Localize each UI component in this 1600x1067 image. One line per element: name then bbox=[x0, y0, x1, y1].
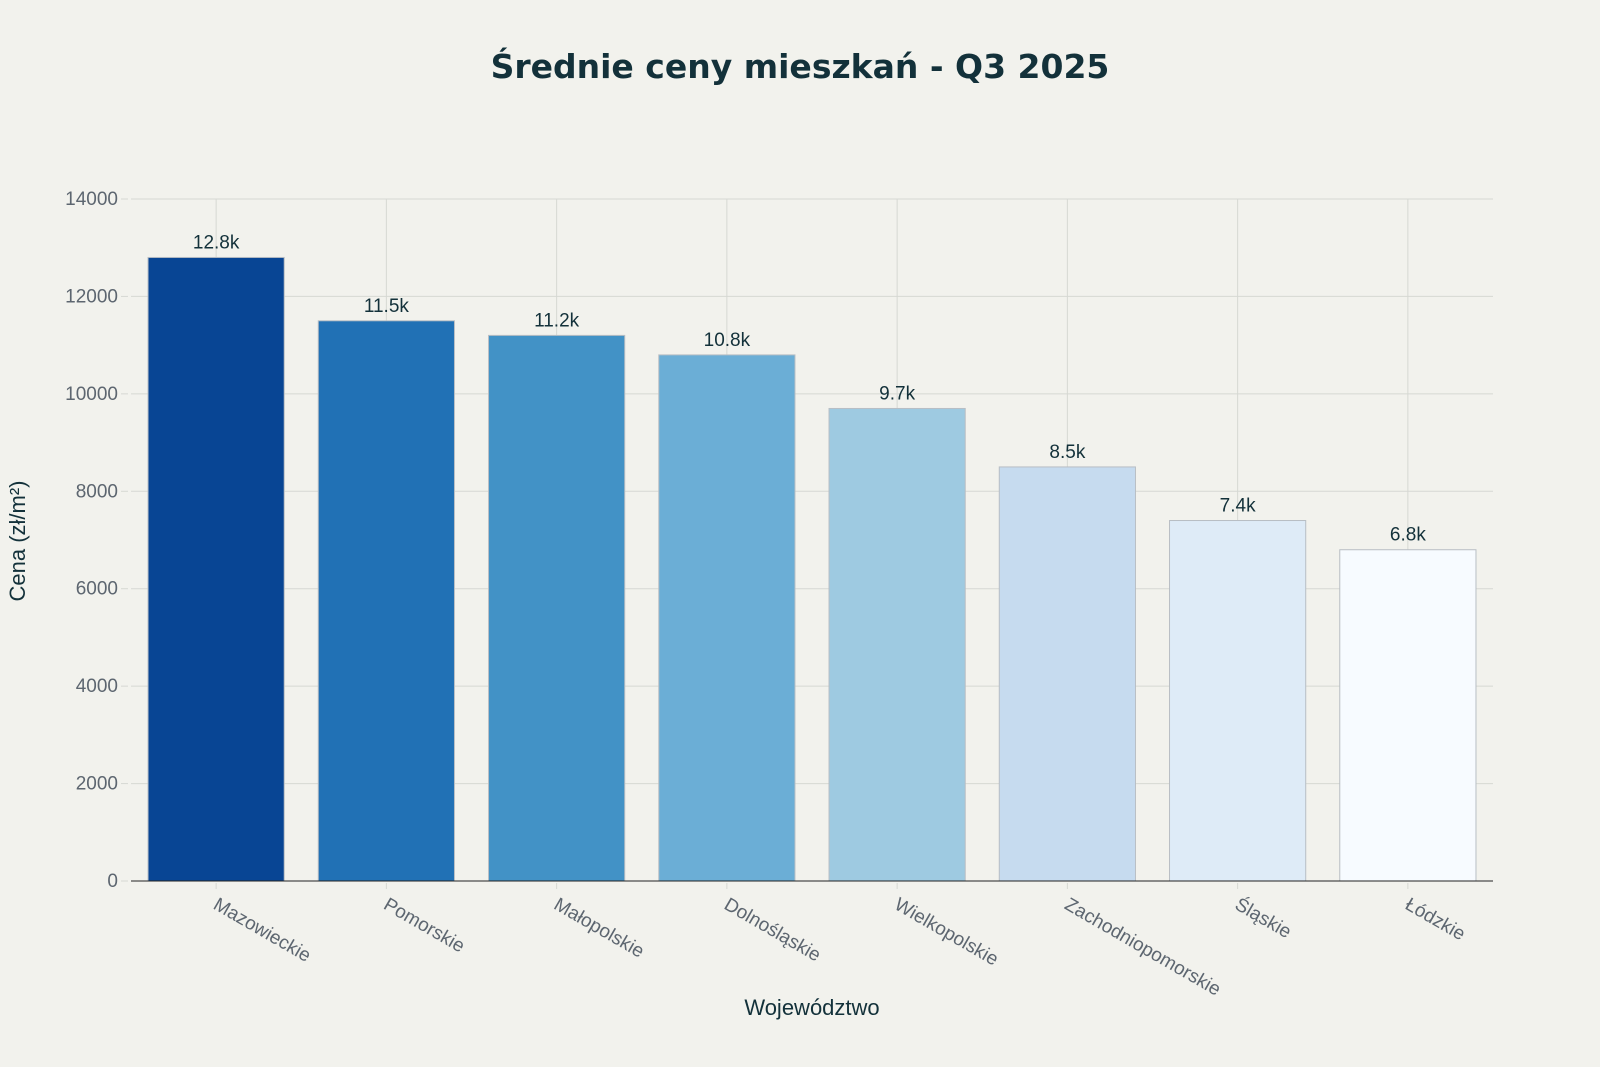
x-axis-ticks: Mazowieckie Pomorskie Małopolskie Dolnośląs… bbox=[210, 883, 1469, 1001]
data-label: 11.2k bbox=[534, 310, 580, 331]
x-tick-label: Mazowieckie bbox=[210, 894, 315, 967]
x-tick-label: Łódzkie bbox=[1401, 894, 1468, 945]
data-label: 11.5k bbox=[364, 296, 410, 317]
y-axis-ticks: 0 2000 4000 6000 8000 10000 12000 14000 bbox=[65, 189, 128, 892]
y-tick-label: 4000 bbox=[76, 676, 118, 697]
data-label: 6.8k bbox=[1390, 525, 1426, 546]
y-tick-label: 10000 bbox=[65, 384, 118, 405]
data-label: 12.8k bbox=[193, 232, 240, 253]
bar-małopolskie bbox=[488, 334, 626, 882]
x-tick-label: Pomorskie bbox=[380, 894, 468, 957]
x-axis-title: Województwo bbox=[744, 995, 879, 1020]
y-axis-title: Cena (zł/m²) bbox=[5, 480, 30, 601]
bar-zachodniopomorskie bbox=[998, 466, 1136, 882]
y-tick-label: 6000 bbox=[76, 579, 118, 600]
bar-łódzkie bbox=[1339, 549, 1477, 882]
bar-pomorskie bbox=[317, 320, 455, 882]
y-tick-label: 14000 bbox=[65, 189, 118, 210]
x-tick-label: Małopolskie bbox=[550, 894, 647, 962]
y-tick-label: 0 bbox=[107, 871, 118, 892]
data-label: 8.5k bbox=[1049, 442, 1085, 463]
x-tick-label: Zachodniopomorskie bbox=[1061, 894, 1224, 1000]
y-tick-label: 2000 bbox=[76, 774, 118, 795]
y-tick-label: 12000 bbox=[65, 286, 118, 307]
data-label: 9.7k bbox=[879, 383, 915, 404]
data-labels: 12.8k 11.5k 11.2k 10.8k 9.7k 8.5k 7.4k 6.8k bbox=[193, 232, 1426, 545]
data-label: 10.8k bbox=[704, 330, 751, 351]
bars bbox=[131, 256, 1493, 882]
data-label: 7.4k bbox=[1220, 496, 1256, 517]
x-tick-label: Śląskie bbox=[1231, 893, 1295, 943]
bar-wielkopolskie bbox=[828, 407, 966, 882]
y-tick-label: 8000 bbox=[76, 481, 118, 502]
bar-śląskie bbox=[1169, 520, 1307, 882]
x-tick-label: Dolnośląskie bbox=[720, 894, 824, 966]
bar-dolnośląskie bbox=[658, 354, 796, 882]
bar-mazowieckie bbox=[147, 256, 285, 882]
chart-title: Średnie ceny mieszkań - Q3 2025 bbox=[491, 46, 1110, 86]
x-tick-label: Wielkopolskie bbox=[891, 894, 1002, 970]
